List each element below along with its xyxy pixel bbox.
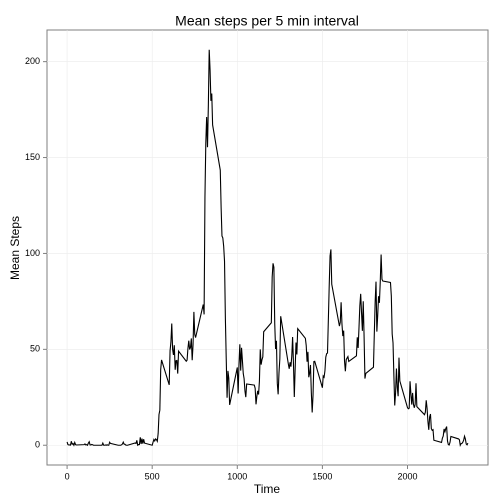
chart-title: Mean steps per 5 min interval: [175, 13, 359, 29]
y-tick-label: 200: [25, 56, 40, 66]
x-tick-label: 500: [145, 471, 160, 481]
x-axis-label: Time: [254, 482, 281, 496]
y-tick-label: 150: [25, 152, 40, 162]
y-tick-label: 100: [25, 248, 40, 258]
x-tick-label: 1500: [312, 471, 332, 481]
data-line: [66, 49, 469, 447]
y-axis-label: Mean Steps: [8, 216, 22, 280]
y-tick-label: 50: [30, 344, 40, 354]
y-tick-label: 0: [35, 440, 40, 450]
x-tick-label: 1000: [227, 471, 247, 481]
x-tick-label: 2000: [397, 471, 417, 481]
lines: [66, 49, 469, 447]
x-tick-label: 0: [65, 471, 70, 481]
panel: [46, 29, 489, 466]
